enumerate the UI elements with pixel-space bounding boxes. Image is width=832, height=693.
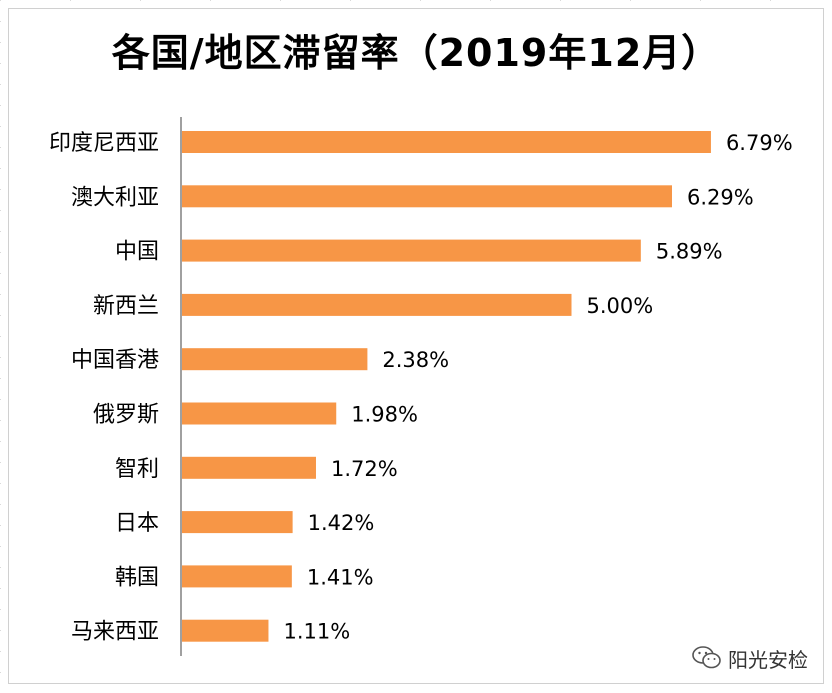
bar[interactable]: [182, 619, 269, 642]
value-label: 5.00%: [587, 294, 654, 318]
category-label: 韩国: [115, 565, 159, 590]
value-label: 1.41%: [307, 565, 374, 589]
value-label: 1.98%: [351, 403, 418, 427]
wechat-icon: [692, 646, 721, 669]
bars: [182, 131, 711, 642]
bar[interactable]: [182, 185, 672, 208]
value-label: 1.72%: [331, 457, 398, 481]
value-label: 2.38%: [382, 348, 449, 372]
category-label: 中国香港: [71, 348, 159, 373]
bar[interactable]: [182, 456, 316, 479]
value-label: 5.89%: [656, 240, 723, 264]
category-label: 中国: [115, 240, 159, 265]
bar[interactable]: [182, 511, 293, 534]
bar[interactable]: [182, 239, 641, 262]
watermark: 阳光安检: [692, 642, 808, 674]
value-label: 6.79%: [726, 131, 793, 155]
value-label: 1.42%: [308, 511, 375, 535]
bar[interactable]: [182, 348, 368, 371]
category-label: 澳大利亚: [71, 185, 159, 210]
value-label: 6.29%: [687, 185, 754, 209]
watermark-text: 阳光安检: [728, 647, 808, 672]
bar[interactable]: [182, 293, 572, 316]
bar[interactable]: [182, 131, 711, 153]
chart-area[interactable]: [8, 8, 824, 684]
category-label: 新西兰: [93, 294, 159, 319]
bar[interactable]: [182, 565, 292, 588]
category-label: 日本: [115, 511, 159, 536]
value-label: 1.11%: [283, 620, 350, 644]
category-label: 印度尼西亚: [49, 131, 159, 156]
category-label: 俄罗斯: [93, 403, 159, 428]
category-label: 智利: [115, 457, 159, 482]
bar[interactable]: [182, 402, 337, 425]
chart-title: 各国/地区滞留率（2019年12月）: [111, 31, 721, 75]
value-labels: 6.79% 6.29% 5.89% 5.00% 2.38% 1.98% 1.72% 1.42%…: [283, 131, 792, 644]
category-label: 马来西亚: [71, 620, 159, 645]
